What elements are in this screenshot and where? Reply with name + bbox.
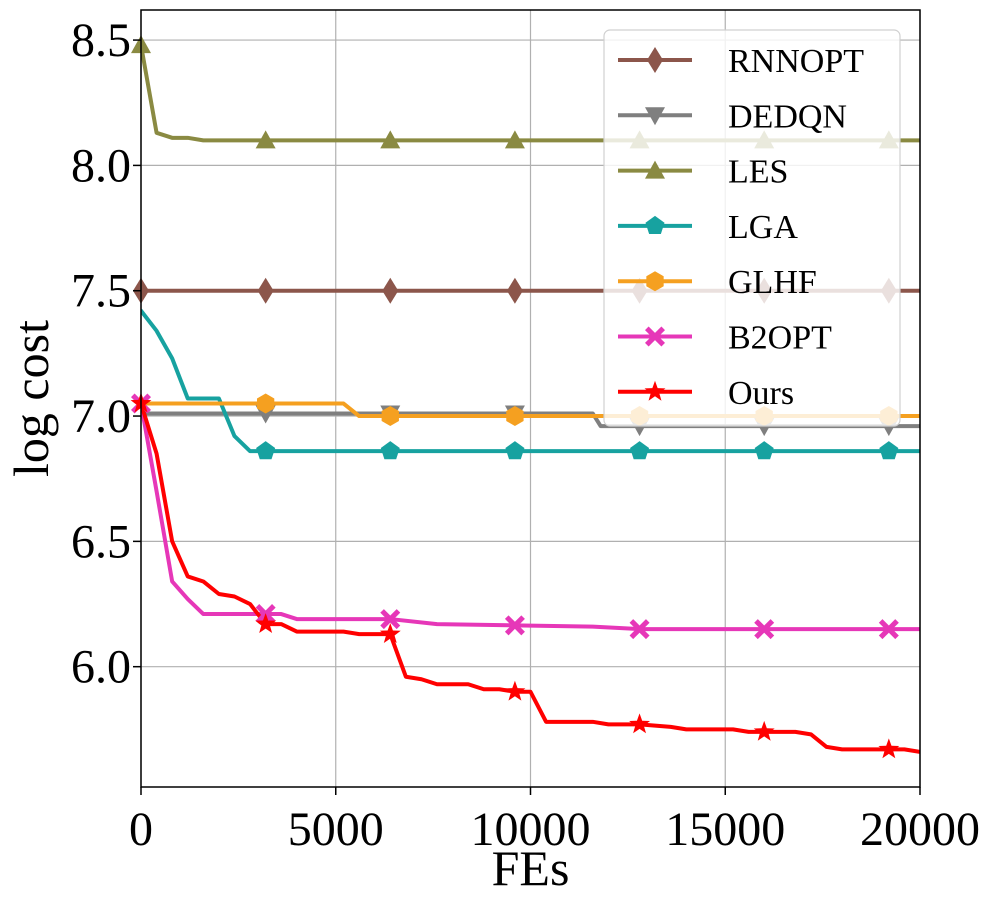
y-tick-label: 7.5 <box>71 265 131 318</box>
legend-item-glhf: GLHF <box>618 264 817 301</box>
legend-marker-rnnopt <box>647 47 663 73</box>
data-point-b2opt <box>380 609 401 630</box>
y-axis-label: log cost <box>3 320 59 477</box>
legend-label-les: LES <box>728 154 788 191</box>
y-tick-label: 6.5 <box>71 515 131 568</box>
legend-item-lga: LGA <box>618 209 798 246</box>
y-tick-label: 8.0 <box>71 139 131 192</box>
data-point-lga <box>505 441 525 460</box>
data-point-b2opt <box>504 615 525 636</box>
series-line-ours <box>141 401 920 754</box>
axes-frame <box>140 9 921 788</box>
legend-label-b2opt: B2OPT <box>728 320 832 357</box>
data-point-lga <box>754 441 774 460</box>
x-tick-label: 20000 <box>860 803 980 856</box>
data-point-lga <box>380 441 400 460</box>
legend-marker-glhf <box>646 271 664 292</box>
data-point-rnnopt <box>506 277 523 304</box>
legend-marker-les <box>645 160 665 179</box>
legend-label-rnnopt: RNNOPT <box>728 43 864 80</box>
x-tick-label: 0 <box>129 803 153 856</box>
data-point-les <box>380 130 401 149</box>
legend-item-dedqn: DEDQN <box>618 98 847 135</box>
series-line-b2opt <box>141 401 920 632</box>
legend: RNNOPT DEDQN LES LGA GLHF B2OPT Ours <box>603 29 901 427</box>
y-tick-label: 7.0 <box>71 390 131 443</box>
legend-item-b2opt: B2OPT <box>618 320 832 357</box>
legend-label-ours: Ours <box>728 375 794 412</box>
legend-item-les: LES <box>618 154 788 191</box>
data-point-les <box>255 130 276 149</box>
data-point-glhf <box>506 406 524 427</box>
data-point-lga <box>879 441 899 460</box>
data-point-ours <box>878 738 900 759</box>
data-point-glhf <box>256 393 275 414</box>
data-point-lga <box>256 441 276 460</box>
data-point-b2opt <box>629 619 650 640</box>
data-point-ours <box>504 680 526 701</box>
legend-item-ours: Ours <box>618 375 794 412</box>
series-line-lga <box>141 308 920 454</box>
data-point-ours <box>255 613 277 633</box>
data-point-lga <box>630 441 650 460</box>
legend-marker-dedqn <box>645 107 665 126</box>
y-tick-label: 6.0 <box>71 641 131 694</box>
legend-marker-ours <box>644 380 666 401</box>
data-point-b2opt <box>754 619 775 640</box>
legend-marker-lga <box>645 215 665 234</box>
legend-label-dedqn: DEDQN <box>728 98 847 135</box>
legend-label-glhf: GLHF <box>728 264 817 301</box>
data-point-rnnopt <box>382 277 399 304</box>
x-tick-label: 5000 <box>288 803 384 856</box>
y-tick-label: 8.5 <box>71 14 131 67</box>
x-tick-label: 10000 <box>471 803 591 856</box>
data-point-rnnopt <box>257 277 274 304</box>
data-point-ours <box>629 713 651 734</box>
legend-box <box>603 29 901 427</box>
tick-labels: 0 5000 10000 15000 20000 6.0 6.5 7.0 7.5 8.0 8.5 <box>71 14 980 856</box>
legend-label-lga: LGA <box>728 209 798 246</box>
data-point-b2opt <box>878 619 899 640</box>
data-point-glhf <box>381 406 399 427</box>
x-axis-label: FEs <box>492 840 570 896</box>
axes <box>133 9 921 795</box>
data-point-les <box>504 130 525 149</box>
series-line-les <box>141 43 920 143</box>
legend-marker-b2opt <box>645 326 665 347</box>
data-point-ours <box>379 623 401 644</box>
x-tick-label: 15000 <box>665 803 785 856</box>
legend-item-rnnopt: RNNOPT <box>618 43 864 80</box>
data-point-ours <box>753 720 775 741</box>
